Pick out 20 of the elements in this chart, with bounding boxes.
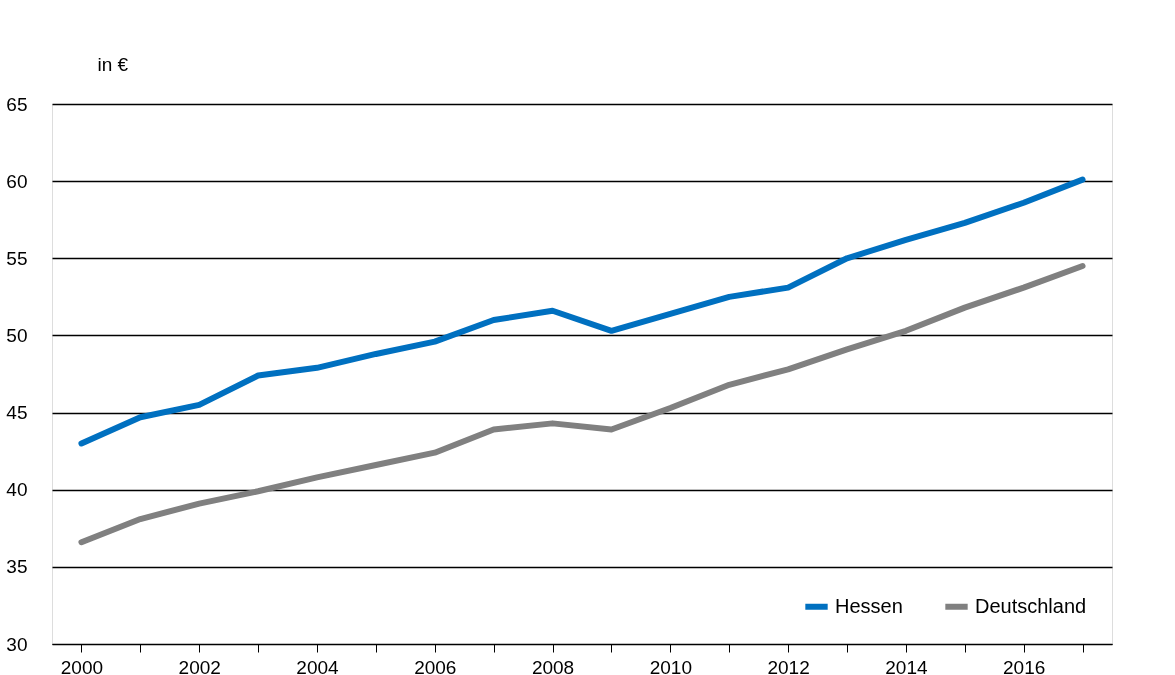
y-tick-label: 65: [6, 93, 28, 115]
y-tick-label: 30: [6, 633, 28, 655]
x-tick-label: 2002: [178, 656, 221, 675]
legend-label: Hessen: [835, 594, 903, 617]
y-tick-label: 60: [6, 170, 28, 192]
x-tick-label: 2014: [885, 656, 928, 675]
x-tick-label: 2008: [531, 656, 575, 675]
y-tick-label: 40: [6, 479, 28, 501]
y-tick-label: 55: [6, 247, 28, 269]
y-axis-title: in €: [97, 53, 129, 75]
x-tick-label: 2010: [649, 656, 692, 675]
y-tick-label: 35: [6, 556, 28, 578]
legend-label: Deutschland: [975, 594, 1087, 617]
x-tick-label: 2004: [296, 656, 340, 675]
x-tick-label: 2006: [414, 656, 457, 675]
x-tick-label: 2012: [767, 656, 810, 675]
y-tick-label: 50: [6, 324, 28, 346]
x-tick-label: 2000: [60, 656, 104, 675]
x-tick-label: 2016: [1003, 656, 1046, 675]
y-tick-label: 45: [6, 402, 28, 424]
